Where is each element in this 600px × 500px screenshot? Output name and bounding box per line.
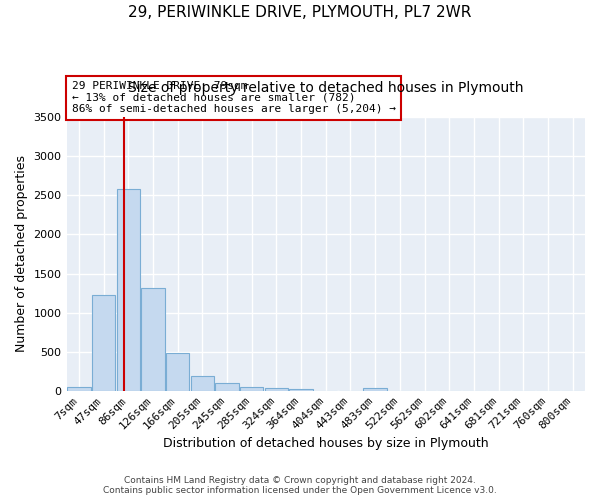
X-axis label: Distribution of detached houses by size in Plymouth: Distribution of detached houses by size … (163, 437, 488, 450)
Y-axis label: Number of detached properties: Number of detached properties (15, 156, 28, 352)
Title: Size of property relative to detached houses in Plymouth: Size of property relative to detached ho… (128, 81, 524, 95)
Bar (141, 288, 164, 391)
Text: 29, PERIWINKLE DRIVE, PLYMOUTH, PL7 2WR: 29, PERIWINKLE DRIVE, PLYMOUTH, PL7 2WR (128, 5, 472, 20)
Bar (364, 388, 387, 391)
Bar (289, 388, 313, 391)
Bar (67, 387, 91, 391)
Bar (215, 383, 239, 391)
Bar (116, 189, 140, 391)
Bar (265, 388, 288, 391)
Text: Contains HM Land Registry data © Crown copyright and database right 2024.
Contai: Contains HM Land Registry data © Crown c… (103, 476, 497, 495)
Bar (92, 296, 115, 391)
Text: 29 PERIWINKLE DRIVE: 79sqm
← 13% of detached houses are smaller (782)
86% of sem: 29 PERIWINKLE DRIVE: 79sqm ← 13% of deta… (72, 81, 396, 114)
Bar (166, 352, 190, 391)
Bar (191, 376, 214, 391)
Bar (240, 387, 263, 391)
